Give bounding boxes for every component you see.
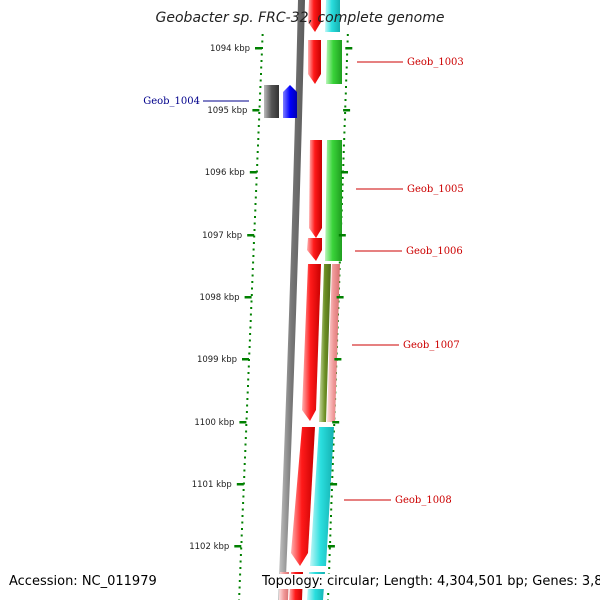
gene-label-geob-1004: Geob_1004 <box>143 96 200 107</box>
tick-mark-right <box>341 171 348 174</box>
gene-geob-1004-blue <box>283 85 297 118</box>
gene-white-top <box>308 32 342 38</box>
tick-mark-left <box>255 47 262 50</box>
scale-ticks: 1094 kbp 1095 kbp 1096 kbp 1097 kbp 1098 kbp… <box>189 44 353 552</box>
gene-geob-1005-red <box>309 140 322 238</box>
tick-mark-left <box>239 421 247 424</box>
tick-mark-left <box>242 358 249 361</box>
tick-label: 1095 kbp <box>207 106 247 116</box>
gene-label-geob-1006: Geob_1006 <box>406 246 463 257</box>
gene-label-geob-1005: Geob_1005 <box>407 184 464 195</box>
tick-mark-left <box>234 545 242 548</box>
gene-geob-1005-green <box>325 140 342 261</box>
tick-mark-right <box>334 358 342 361</box>
gene-geob-1004-grey <box>264 85 279 118</box>
tick-label: 1102 kbp <box>189 542 229 552</box>
gene-geob-1006-red <box>307 238 322 261</box>
tick-mark-right <box>327 545 335 548</box>
gene-label-geob-1003: Geob_1003 <box>407 57 464 68</box>
accession-text: Accession: NC_011979 <box>9 574 157 589</box>
tick-label: 1097 kbp <box>202 231 242 241</box>
gene-geob-1007-red <box>302 264 321 421</box>
gene-geob-1008-cyan <box>310 427 334 566</box>
tick-mark-right <box>332 421 340 424</box>
tick-label: 1099 kbp <box>197 355 237 365</box>
tick-mark-left <box>236 483 244 486</box>
gene-cyan-top <box>325 0 340 32</box>
gene-label-geob-1007: Geob_1007 <box>403 340 460 351</box>
gene-geob-1007-pink <box>327 264 340 422</box>
gene-red-top <box>308 0 321 32</box>
gene-geob-1007-olive <box>319 264 331 422</box>
gene-label-geob-1008: Geob_1008 <box>395 495 452 506</box>
tick-mark-left <box>252 109 260 112</box>
gene-geob-1008-red <box>291 427 315 566</box>
tick-label: 1096 kbp <box>205 168 245 178</box>
topology-summary-text: Topology: circular; Length: 4,304,501 bp… <box>262 574 600 589</box>
tick-mark-right <box>343 109 351 112</box>
gene-geob-1004 <box>264 85 297 118</box>
tick-mark-right <box>345 47 353 50</box>
tick-mark-left <box>247 234 255 237</box>
gene-labels: Geob_1003 Geob_1004 Geob_1005 Geob_1006 Geob… <box>143 57 464 506</box>
forward-strand-genes <box>279 0 342 600</box>
tick-mark-right <box>338 234 346 237</box>
tick-label: 1100 kbp <box>194 418 234 428</box>
tick-mark-right <box>330 483 338 486</box>
tick-mark-left <box>244 296 252 299</box>
tick-mark-left <box>249 171 257 174</box>
genome-title: Geobacter sp. FRC-32, complete genome <box>155 10 445 26</box>
gene-geob-1003-red <box>308 40 321 84</box>
tick-label: 1101 kbp <box>192 480 232 490</box>
tick-label: 1094 kbp <box>210 44 250 54</box>
gene-geob-1003-green <box>326 40 342 84</box>
tick-mark-right <box>336 296 344 299</box>
ruler-outer-dots <box>238 34 264 600</box>
tick-label: 1098 kbp <box>200 293 240 303</box>
genome-backbone <box>278 0 305 600</box>
